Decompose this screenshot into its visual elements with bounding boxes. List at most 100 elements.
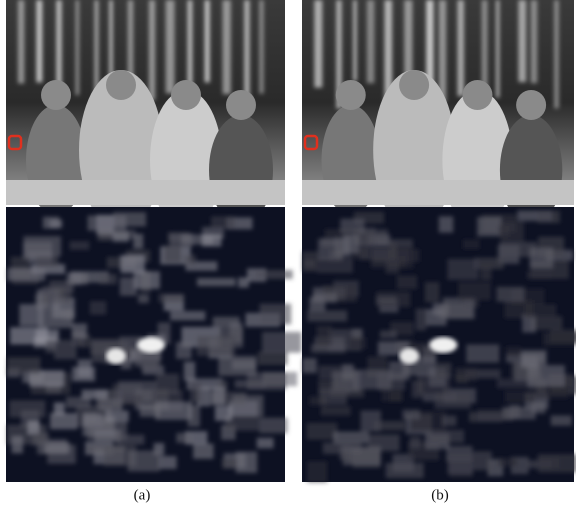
noise-cell	[530, 247, 554, 268]
noise-cell	[190, 382, 202, 402]
noise-cell	[222, 459, 237, 469]
noise-cell	[159, 294, 184, 303]
noise-cell	[416, 309, 427, 331]
noise-cell	[138, 294, 149, 303]
noise-cell	[211, 216, 235, 228]
noise-cell	[339, 445, 351, 460]
noise-cell	[197, 335, 236, 355]
noise-cell	[72, 367, 95, 381]
noise-cell	[302, 252, 317, 272]
noise-cell	[443, 297, 475, 319]
waterfall-streak	[531, 0, 538, 83]
noise-cell	[36, 256, 58, 268]
noise-cell	[317, 326, 332, 346]
noise-cell	[158, 456, 176, 469]
noise-cell	[184, 362, 195, 381]
noise-cell	[320, 388, 347, 404]
waterfall-streak	[457, 0, 463, 96]
waterfall-streak	[259, 0, 263, 94]
waterfall-streak	[367, 0, 375, 83]
noise-cell	[260, 304, 292, 325]
noise-cell	[435, 393, 471, 409]
noise-cell	[527, 271, 551, 279]
noise-cell	[134, 271, 160, 288]
person-head	[516, 90, 546, 120]
figure: (a) (b)	[0, 0, 576, 513]
noise-cell	[232, 395, 263, 417]
noise-cell	[497, 287, 525, 302]
noise-cell	[32, 433, 49, 446]
noise-cell	[133, 234, 143, 249]
noise-cell	[193, 444, 213, 459]
noise-cell	[7, 357, 40, 374]
noise-cell	[537, 211, 560, 223]
waterfall-streak	[166, 0, 175, 93]
bright-spot	[137, 337, 165, 353]
noise-cell	[105, 411, 129, 422]
noise-cell	[176, 433, 193, 443]
noise-cell	[140, 405, 161, 417]
noise-cell	[455, 368, 477, 381]
noise-cell	[442, 416, 456, 426]
noise-cell	[43, 217, 59, 229]
person-head	[171, 80, 201, 110]
bright-spot	[106, 348, 126, 364]
noise-cell	[262, 332, 301, 353]
noise-cell	[87, 445, 125, 453]
noise-cell	[521, 356, 538, 368]
person-head	[226, 90, 256, 120]
noise-cell	[164, 245, 182, 263]
noise-cell	[342, 364, 353, 380]
waterfall-streak	[18, 0, 24, 83]
panel-label: (a)	[134, 487, 151, 503]
noise-cell	[121, 255, 145, 273]
noise-cell	[38, 310, 73, 328]
noise-cell	[380, 330, 397, 338]
waterfall-streak	[518, 0, 526, 82]
noise-cell	[447, 259, 478, 280]
panel-a	[6, 0, 301, 482]
noise-cell	[215, 406, 232, 421]
noise-cell	[96, 215, 114, 235]
waterfall-streak	[496, 0, 499, 97]
noise-cell	[156, 374, 179, 395]
noise-cell	[318, 239, 343, 260]
noise-cell	[436, 363, 452, 379]
noise-cell	[212, 387, 225, 405]
noise-cell	[7, 268, 45, 281]
noise-cell	[477, 217, 501, 236]
noise-cell	[321, 406, 351, 416]
noise-cell	[70, 241, 90, 250]
noise-cell	[538, 457, 560, 468]
noise-cell	[170, 311, 205, 320]
noise-cell	[439, 216, 454, 232]
noise-cell	[500, 222, 524, 242]
noise-cell	[428, 430, 464, 443]
ground	[302, 180, 574, 205]
waterfall-streak	[439, 0, 446, 102]
bright-spot	[429, 337, 457, 353]
noise-cell	[473, 451, 492, 470]
waterfall-streak	[149, 0, 155, 100]
noise-cell	[302, 358, 316, 373]
waterfall-streak	[205, 0, 210, 82]
noise-cell	[386, 463, 424, 478]
panel-b	[302, 0, 576, 482]
noise-cell	[340, 219, 364, 233]
noise-cell	[469, 412, 502, 422]
page: (a) (b) (() => { const data = JSON.parse…	[0, 0, 576, 513]
noise-cell	[259, 418, 287, 434]
noise-cell	[54, 340, 76, 359]
noise-cell	[128, 450, 160, 471]
person-head	[399, 70, 429, 100]
noise-cell	[402, 410, 420, 420]
noise-cell	[463, 239, 480, 249]
noise-cell	[524, 304, 556, 318]
noise-cell	[466, 344, 499, 362]
waterfall-streak	[95, 0, 99, 97]
noise-cell	[23, 236, 61, 256]
person-head	[41, 80, 71, 110]
noise-cell	[46, 340, 56, 353]
noise-cell	[498, 458, 518, 467]
noise-cell	[412, 381, 424, 398]
